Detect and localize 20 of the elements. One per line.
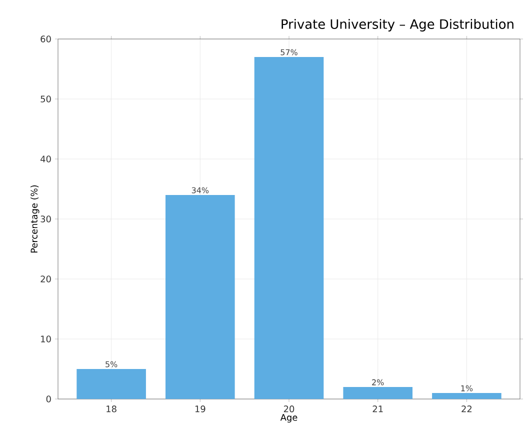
x-axis-title: Age [280, 414, 298, 423]
bar [254, 56, 324, 399]
bar [76, 369, 146, 399]
x-tick-label: 21 [372, 406, 383, 412]
y-axis-title: Percentage (%) [30, 185, 40, 253]
y-tick-label: 30 [40, 216, 51, 222]
y-tick-label: 10 [41, 336, 51, 342]
y-tick-label: 20 [40, 276, 51, 282]
y-tick-label: 60 [40, 36, 51, 42]
y-tick-label: 0 [46, 396, 51, 402]
x-tick-label: 18 [106, 406, 116, 412]
x-tick-label: 20 [284, 406, 294, 412]
bar [166, 194, 235, 399]
y-tick-label: 40 [40, 156, 51, 162]
bar [432, 393, 502, 399]
bar [343, 387, 412, 399]
x-tick-label: 22 [462, 406, 472, 412]
chart-title: Private University – Age Distribution [282, 18, 514, 32]
y-tick-label: 50 [40, 96, 51, 102]
x-tick-label: 19 [195, 406, 206, 412]
